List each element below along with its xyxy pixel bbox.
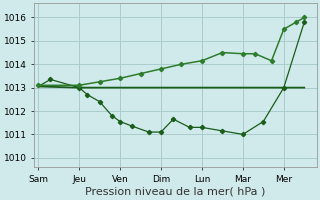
X-axis label: Pression niveau de la mer( hPa ): Pression niveau de la mer( hPa ) (85, 187, 266, 197)
